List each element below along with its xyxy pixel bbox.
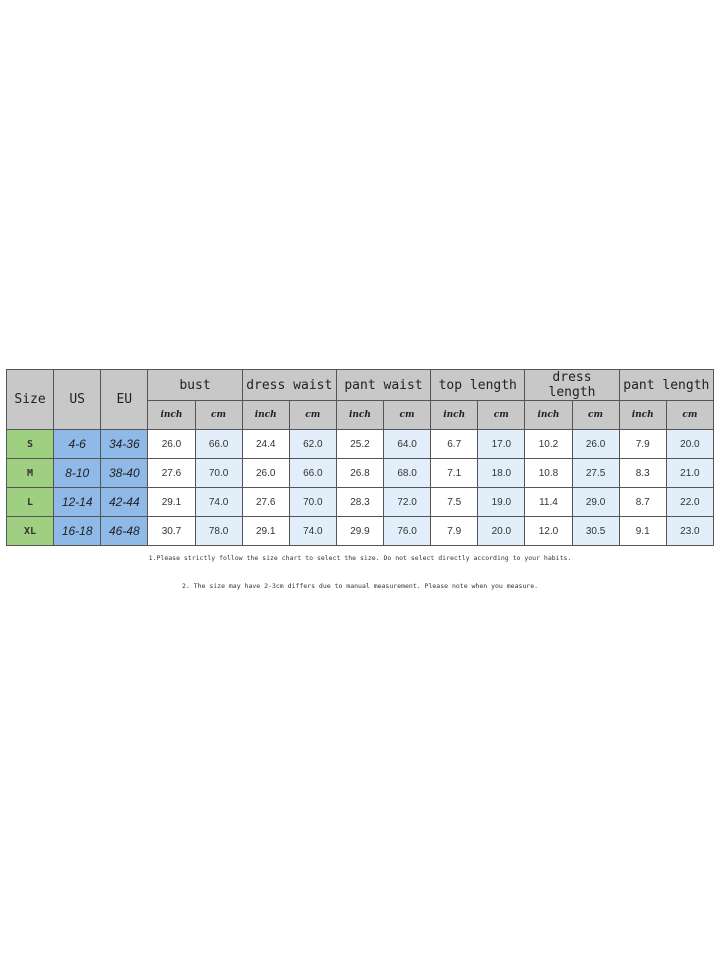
us-cell: 8-10 (53, 458, 102, 488)
header-dress-length: dress length (524, 369, 620, 401)
value-cell: 74.0 (288, 516, 337, 546)
value-cell: 26.0 (241, 458, 290, 488)
value-cell: 70.0 (194, 458, 243, 488)
value-cell: 28.3 (335, 487, 385, 517)
value-cell: 8.3 (618, 458, 667, 488)
value-cell: 26.8 (335, 458, 385, 488)
note-1: 1.Please strictly follow the size chart … (148, 554, 572, 562)
value-cell: 27.6 (147, 458, 196, 488)
unit-cm: cm (382, 400, 432, 430)
unit-inch: inch (241, 400, 290, 430)
value-cell: 20.0 (665, 429, 715, 459)
size-chart-table: Size US EU bust dress waist pant waist top len… (5, 369, 715, 546)
note-2: 2. The size may have 2-3cm differs due t… (181, 582, 539, 590)
value-cell: 74.0 (194, 487, 243, 517)
us-cell: 12-14 (53, 487, 102, 517)
header-eu: EU (100, 369, 149, 430)
value-cell: 26.0 (147, 429, 196, 459)
value-cell: 76.0 (382, 516, 432, 546)
unit-inch: inch (430, 400, 479, 430)
value-cell: 70.0 (288, 487, 337, 517)
table-row: L 12-14 42-44 29.1 74.0 27.6 70.0 28.3 72.0 7.5 19… (5, 487, 715, 517)
value-cell: 20.0 (477, 516, 526, 546)
value-cell: 29.1 (147, 487, 196, 517)
value-cell: 29.9 (335, 516, 385, 546)
us-cell: 4-6 (53, 429, 102, 459)
unit-inch: inch (335, 400, 385, 430)
value-cell: 6.7 (430, 429, 479, 459)
eu-cell: 42-44 (100, 487, 149, 517)
value-cell: 66.0 (194, 429, 243, 459)
value-cell: 62.0 (288, 429, 337, 459)
table-row: S 4-6 34-36 26.0 66.0 24.4 62.0 25.2 64.0 6.7 17.0… (5, 429, 715, 459)
unit-cm: cm (477, 400, 526, 430)
header-bust: bust (147, 369, 243, 401)
size-cell: S (5, 429, 55, 459)
header-size: Size (5, 369, 55, 430)
size-cell: XL (5, 516, 55, 546)
size-cell: M (5, 458, 55, 488)
value-cell: 8.7 (618, 487, 667, 517)
size-cell: L (5, 487, 55, 517)
value-cell: 66.0 (288, 458, 337, 488)
value-cell: 18.0 (477, 458, 526, 488)
value-cell: 72.0 (382, 487, 432, 517)
value-cell: 78.0 (194, 516, 243, 546)
value-cell: 68.0 (382, 458, 432, 488)
header-dress-waist: dress waist (241, 369, 337, 401)
value-cell: 29.1 (241, 516, 290, 546)
value-cell: 19.0 (477, 487, 526, 517)
header-us: US (53, 369, 102, 430)
eu-cell: 34-36 (100, 429, 149, 459)
us-cell: 16-18 (53, 516, 102, 546)
value-cell: 64.0 (382, 429, 432, 459)
value-cell: 25.2 (335, 429, 385, 459)
value-cell: 7.1 (430, 458, 479, 488)
value-cell: 26.0 (571, 429, 620, 459)
value-cell: 17.0 (477, 429, 526, 459)
header-pant-waist: pant waist (335, 369, 432, 401)
value-cell: 21.0 (665, 458, 715, 488)
value-cell: 29.0 (571, 487, 620, 517)
value-cell: 22.0 (665, 487, 715, 517)
unit-inch: inch (147, 400, 196, 430)
unit-cm: cm (194, 400, 243, 430)
unit-inch: inch (524, 400, 573, 430)
table-row: XL 16-18 46-48 30.7 78.0 29.1 74.0 29.9 76.0 7.9 2… (5, 516, 715, 546)
unit-cm: cm (665, 400, 715, 430)
value-cell: 24.4 (241, 429, 290, 459)
value-cell: 27.5 (571, 458, 620, 488)
table-row: M 8-10 38-40 27.6 70.0 26.0 66.0 26.8 68.0 7.1 18.… (5, 458, 715, 488)
value-cell: 10.2 (524, 429, 573, 459)
eu-cell: 38-40 (100, 458, 149, 488)
value-cell: 30.5 (571, 516, 620, 546)
eu-cell: 46-48 (100, 516, 149, 546)
header-top-length: top length (430, 369, 526, 401)
value-cell: 11.4 (524, 487, 573, 517)
value-cell: 7.5 (430, 487, 479, 517)
unit-inch: inch (618, 400, 667, 430)
unit-cm: cm (288, 400, 337, 430)
value-cell: 12.0 (524, 516, 573, 546)
value-cell: 9.1 (618, 516, 667, 546)
value-cell: 7.9 (430, 516, 479, 546)
header-pant-length: pant length (618, 369, 715, 401)
value-cell: 27.6 (241, 487, 290, 517)
value-cell: 7.9 (618, 429, 667, 459)
value-cell: 30.7 (147, 516, 196, 546)
value-cell: 23.0 (665, 516, 715, 546)
value-cell: 10.8 (524, 458, 573, 488)
unit-cm: cm (571, 400, 620, 430)
